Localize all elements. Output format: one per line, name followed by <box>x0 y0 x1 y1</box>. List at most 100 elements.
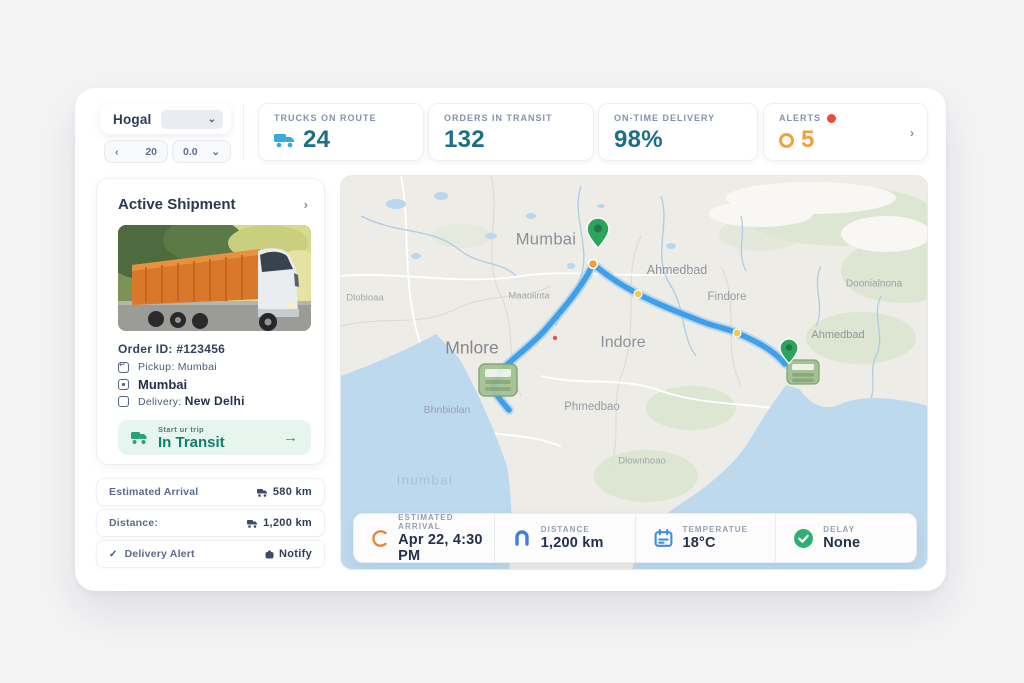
stat-label: Alerts <box>779 113 915 123</box>
arrow-right-icon: → <box>283 429 298 446</box>
pickup-label: Pickup: Mumbai <box>138 361 217 373</box>
chevron-down-icon: ⌄ <box>211 145 220 158</box>
map-label-mnlore: Mnlore <box>445 337 499 358</box>
info-value: Apr 22, 4:30 PM <box>398 531 483 564</box>
status-value: In Transit <box>158 433 225 451</box>
back-button[interactable]: ‹ 20 <box>104 140 168 163</box>
info-value: 18°C <box>682 535 716 551</box>
stat-card-alerts[interactable]: Alerts 5 › <box>763 103 928 161</box>
map-label-indore: Indore <box>600 334 646 351</box>
ring-icon <box>779 132 794 148</box>
truck-photo <box>118 225 311 331</box>
map-label-phmedbao: Phmedbao <box>564 401 620 413</box>
truck-icon <box>131 432 147 444</box>
stat-label: Trucks on Route <box>274 113 377 123</box>
map-canvas <box>341 176 927 569</box>
status-pill[interactable]: Start ur trip In Transit → <box>118 420 311 455</box>
map-label-bhnbiolan: Bhnbiolan <box>423 404 471 416</box>
route-icon <box>515 530 529 546</box>
map-label-mumbai: Mumbai <box>515 230 577 249</box>
chevron-right-icon[interactable]: › <box>303 197 308 212</box>
truck-marker-source <box>478 363 518 397</box>
info-value: 1,200 km <box>540 535 604 551</box>
stat-value: 5 <box>801 126 815 153</box>
waypoint-dot <box>633 289 643 299</box>
pickup-row: Pickup: Mumbai <box>118 360 217 373</box>
stat-card-orders[interactable]: Orders in Transit 132 <box>428 103 594 161</box>
stat-label: On-Time Delivery <box>614 113 716 123</box>
map-label-maaoiinta: Maaoiinta <box>508 290 550 302</box>
detail-value: 580 km <box>272 486 312 498</box>
info-temperature: Temperatue 18°C <box>634 514 776 562</box>
map-label-findore: Findore <box>707 291 747 303</box>
delivery-icon <box>118 395 129 407</box>
arabian-sea <box>341 334 512 569</box>
brand-logo: Hogal <box>113 111 152 127</box>
info-label: Estimated Arrival <box>398 512 454 531</box>
zoom-label: 0.0 <box>183 145 198 158</box>
stat-value: 98% <box>614 126 663 153</box>
incident-dot <box>552 335 558 341</box>
truck-marker-destination <box>786 359 820 385</box>
info-delay: Delay None <box>775 514 916 562</box>
info-label: Delay <box>823 525 856 534</box>
order-id: Order ID: #123456 <box>118 342 226 356</box>
delivery-label: Delivery: New Delhi <box>138 394 245 408</box>
check-icon: ✓ <box>109 548 118 560</box>
delivery-row: Delivery: New Delhi <box>118 394 245 408</box>
chevron-down-icon: ⌄ <box>207 113 216 125</box>
active-shipment-card: Active Shipment › <box>96 178 325 465</box>
truck-icon <box>256 488 267 497</box>
pickup-icon <box>118 360 129 373</box>
stat-value: 132 <box>444 126 485 153</box>
mumbai-pin-icon <box>586 217 610 250</box>
map-label-ahmedbad-2: Ahmedbad <box>811 329 865 341</box>
info-value: None <box>823 535 861 551</box>
stat-card-trucks[interactable]: Trucks on Route 24 <box>258 103 424 161</box>
detail-label: Distance: <box>109 517 159 529</box>
shipment-title: Active Shipment <box>118 196 236 213</box>
detail-value: Notify <box>279 548 312 560</box>
truck-icon <box>274 134 294 148</box>
stat-value: 24 <box>303 126 331 153</box>
detail-row-alert[interactable]: ✓ Delivery Alert Notify <box>96 540 325 568</box>
clock-icon <box>372 529 387 547</box>
detail-label: Estimated Arrival <box>109 486 199 498</box>
info-label: Distance <box>540 525 590 534</box>
stat-card-ontime[interactable]: On-Time Delivery 98% <box>598 103 758 161</box>
info-eta: Estimated Arrival Apr 22, 4:30 PM <box>354 512 494 564</box>
alert-dot-icon <box>827 113 836 123</box>
detail-value: 1,200 km <box>263 517 312 529</box>
bell-icon <box>265 550 274 558</box>
detail-row-distance[interactable]: Distance: 1,200 km <box>96 509 325 537</box>
destination-pin-icon <box>779 338 799 365</box>
header-divider <box>243 104 244 160</box>
detail-label: ✓ Delivery Alert <box>109 548 195 560</box>
zoom-button[interactable]: 0.0 ⌄ <box>172 140 231 163</box>
detail-row-eta[interactable]: Estimated Arrival 580 km <box>96 478 325 506</box>
stat-label: Orders in Transit <box>444 113 553 123</box>
waypoint-dot <box>732 328 742 338</box>
location-icon <box>118 379 129 390</box>
truck-icon <box>247 519 258 528</box>
map-label-dlownhoao: Dlownhoao <box>618 455 666 467</box>
info-label: Temperatue <box>682 525 749 534</box>
map-label-inumbal-sea: Inumbal <box>396 472 454 488</box>
info-distance: Distance 1,200 km <box>493 514 635 562</box>
waypoint-dot <box>587 258 599 270</box>
map[interactable]: Mumbai Ahmedbad Findore Indore Mnlore Ah… <box>340 175 928 570</box>
map-label-doonialnona: Doonialnona <box>845 278 903 290</box>
brand-dropdown[interactable]: Hogal ⌄ <box>100 104 231 134</box>
map-label-dlobioaa: Dlobioaa <box>346 292 384 304</box>
back-label: 20 <box>145 145 157 158</box>
map-info-bar: Estimated Arrival Apr 22, 4:30 PM Distan… <box>353 512 917 564</box>
map-label-ahmedbad: Ahmedbad <box>646 263 708 277</box>
city-label: Mumbai <box>138 377 188 392</box>
chevron-right-icon[interactable]: › <box>910 126 914 140</box>
check-circle-icon <box>794 528 814 548</box>
calendar-icon <box>654 528 672 547</box>
status-caption: Start ur trip <box>158 424 205 434</box>
brand-select[interactable]: ⌄ <box>160 109 223 129</box>
back-icon: ‹ <box>115 145 119 158</box>
